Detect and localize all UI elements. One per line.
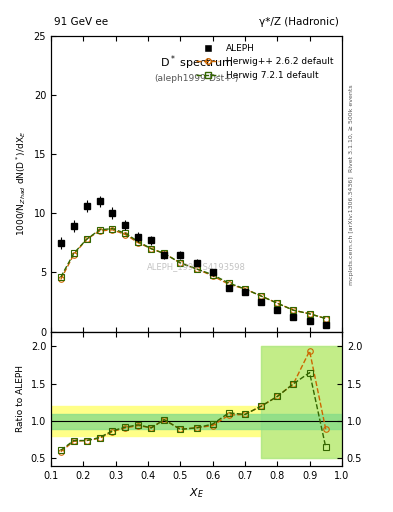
Text: Rivet 3.1.10, ≥ 500k events: Rivet 3.1.10, ≥ 500k events (349, 84, 354, 172)
Text: (aleph1999-Dst+-): (aleph1999-Dst+-) (154, 74, 239, 83)
Text: mcplots.cern.ch [arXiv:1306.3436]: mcplots.cern.ch [arXiv:1306.3436] (349, 176, 354, 285)
Y-axis label: 1000/N$_{Zhad}$ dN(D$^*$)/dX$_E$: 1000/N$_{Zhad}$ dN(D$^*$)/dX$_E$ (14, 131, 28, 237)
Text: γ*/Z (Hadronic): γ*/Z (Hadronic) (259, 17, 339, 27)
Text: 91 GeV ee: 91 GeV ee (54, 17, 108, 27)
Text: ALEPH_1999_S4193598: ALEPH_1999_S4193598 (147, 262, 246, 271)
Bar (51, 406, 342, 436)
X-axis label: $X_E$: $X_E$ (189, 486, 204, 500)
Legend: ALEPH, Herwig++ 2.6.2 default, Herwig 7.2.1 default: ALEPH, Herwig++ 2.6.2 default, Herwig 7.… (193, 40, 338, 83)
Y-axis label: Ratio to ALEPH: Ratio to ALEPH (16, 365, 25, 432)
Bar (51, 414, 342, 429)
Text: D$^*$ spectrum: D$^*$ spectrum (160, 54, 233, 72)
